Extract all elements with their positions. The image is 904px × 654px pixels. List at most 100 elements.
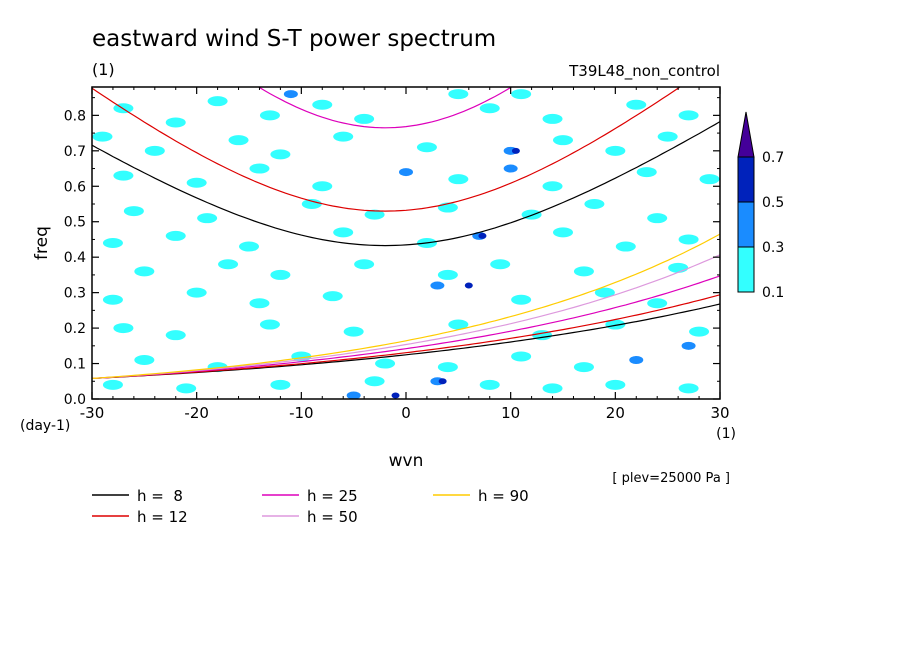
x-tick-label: 10 [501,404,520,422]
spectral-patch [615,241,636,252]
legend-label: h = 25 [307,487,358,505]
y-axis-unit: (day-1) [20,418,70,434]
spectral-patch [511,89,532,100]
spectral-patch [584,199,605,209]
x-axis-ticks: -30 -20 -10 0 10 20 30 [80,87,730,422]
spectral-patch [437,362,458,373]
spectral-patch [113,323,134,334]
spectral-patch [542,113,563,124]
x-tick-label: 30 [710,404,729,422]
spectral-patch [657,131,678,142]
spectral-patch [542,181,563,192]
spectral-patch [678,234,699,245]
spectral-patch [503,164,518,173]
spectral-patch [333,227,354,238]
spectral-patch [333,131,354,142]
spectral-patch [542,383,563,394]
spectral-patch [218,259,239,270]
colorbar-label: 0.1 [762,285,784,301]
spectral-patch [259,110,280,121]
chart-title: eastward wind S-T power spectrum [92,26,496,52]
spectral-patch [165,117,186,128]
spectral-patch [165,230,186,241]
spectral-patch [228,135,249,146]
spectral-patch [346,391,361,399]
colorbar-segment [737,156,755,203]
spectral-patch [134,355,155,365]
y-axis-label: freq [32,226,52,260]
y-axis-ticks: 0.0 0.1 0.2 0.3 0.4 0.5 0.6 0.7 0.8 [64,97,720,408]
spectral-patch [270,379,291,390]
spectral-patch [249,163,270,174]
spectral-patch [479,103,500,114]
spectral-patch [270,149,291,160]
dispersion-curve-lower [92,254,720,379]
colorbar-label: 0.7 [762,150,784,166]
spectral-patch [511,294,532,305]
spectral-patch [92,131,113,142]
spectral-patch [647,213,668,224]
y-tick-label: 0.6 [64,179,86,195]
y-tick-label: 0.7 [64,144,86,160]
pressure-level-note: [ plev=25000 Pa ] [612,471,730,486]
spectral-patch [364,376,385,387]
spectral-patch [668,262,689,273]
legend-label: h = 12 [137,508,188,526]
spectral-patch [678,110,699,121]
spectral-patch [249,298,270,309]
spectral-patch [186,177,207,188]
spectral-patch [134,266,155,277]
colorbar-segment [737,201,755,248]
spectral-patch [629,356,644,364]
colorbar-label: 0.5 [762,195,784,211]
spectral-patch [448,174,469,185]
spectral-patch [437,269,458,280]
spectral-patch [354,259,375,270]
y-tick-label: 0.5 [64,215,86,231]
x-tick-label: -30 [80,404,105,422]
experiment-label: T39L48_non_control [568,62,720,81]
spectral-patch [364,209,385,220]
dispersion-curve-upper [92,121,720,247]
spectral-patch [312,99,333,110]
spectral-patch [144,145,165,156]
dispersion-curve-upper [92,0,720,15]
spectral-patch [102,294,123,305]
spectral-patch [438,378,447,385]
spectral-patch [354,113,375,124]
spectral-patch [197,213,218,224]
spectral-patch [113,170,134,181]
y-tick-label: 0.0 [64,392,86,408]
spectral-patch [605,145,626,156]
spectral-patches [92,89,720,399]
spectral-patch [102,238,123,248]
dispersion-curve-lower [92,233,720,379]
spectral-patch [165,330,186,341]
spectral-patch [239,241,259,252]
spectral-patch [573,266,594,277]
spectral-patch [322,291,343,302]
y-tick-label: 0.3 [64,286,86,302]
x-tick-label: 20 [606,404,625,422]
spectral-patch [626,99,647,110]
spectral-patch [312,181,333,192]
y-tick-label: 0.8 [64,108,86,124]
spectral-patch [399,168,413,177]
legend-label: h = 8 [137,487,183,505]
spectral-patch [553,135,573,146]
spectral-patch [689,326,710,337]
spectral-patch [636,167,657,178]
spectral-patch [553,227,573,238]
x-axis-label: wvn [389,451,424,471]
colorbar: 0.1 0.3 0.5 0.7 [737,111,784,301]
spectral-patch [678,383,699,394]
spectral-patch [375,358,396,369]
spectral-patch [699,174,720,185]
spectral-patch [416,142,437,153]
x-axis-unit: (1) [716,426,736,442]
spectral-patch [605,319,626,330]
legend: h = 8 h = 12 h = 25 h = 50 h = 90 [92,487,529,526]
legend-label: h = 50 [307,508,358,526]
colorbar-arrow [737,111,755,158]
